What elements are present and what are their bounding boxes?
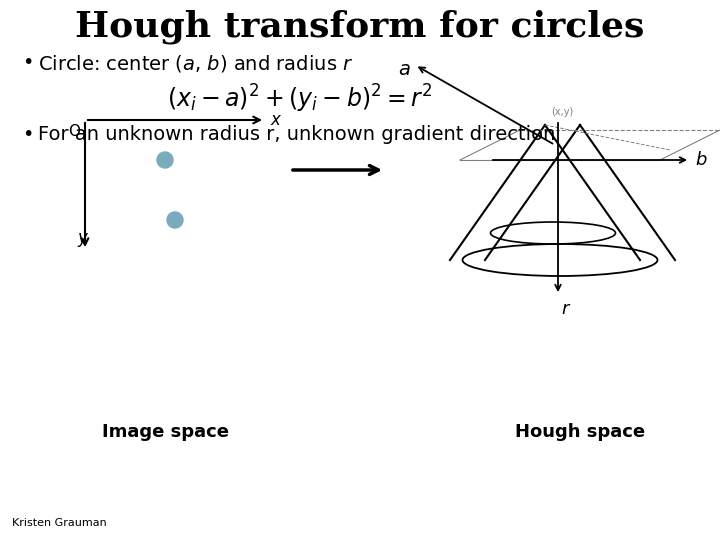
Text: (x,y): (x,y) bbox=[551, 107, 573, 117]
Circle shape bbox=[167, 212, 183, 228]
Text: x: x bbox=[270, 111, 280, 129]
Text: Hough space: Hough space bbox=[515, 423, 645, 441]
Text: Image space: Image space bbox=[102, 423, 228, 441]
Text: y: y bbox=[77, 229, 87, 247]
Text: r: r bbox=[561, 300, 568, 318]
Text: $(x_i - a)^2 + (y_i - b)^2 = r^2$: $(x_i - a)^2 + (y_i - b)^2 = r^2$ bbox=[167, 83, 433, 115]
Text: Circle: center ($a$, $b$) and radius $r$: Circle: center ($a$, $b$) and radius $r$ bbox=[38, 53, 354, 74]
Circle shape bbox=[157, 152, 173, 168]
Text: •: • bbox=[22, 53, 33, 72]
Text: O: O bbox=[68, 124, 80, 139]
Text: For an unknown radius r, unknown gradient direction: For an unknown radius r, unknown gradien… bbox=[38, 125, 555, 144]
Text: a: a bbox=[398, 60, 410, 79]
Text: Hough transform for circles: Hough transform for circles bbox=[76, 10, 644, 44]
Text: Kristen Grauman: Kristen Grauman bbox=[12, 518, 107, 528]
Text: b: b bbox=[695, 151, 706, 169]
Text: •: • bbox=[22, 125, 33, 144]
